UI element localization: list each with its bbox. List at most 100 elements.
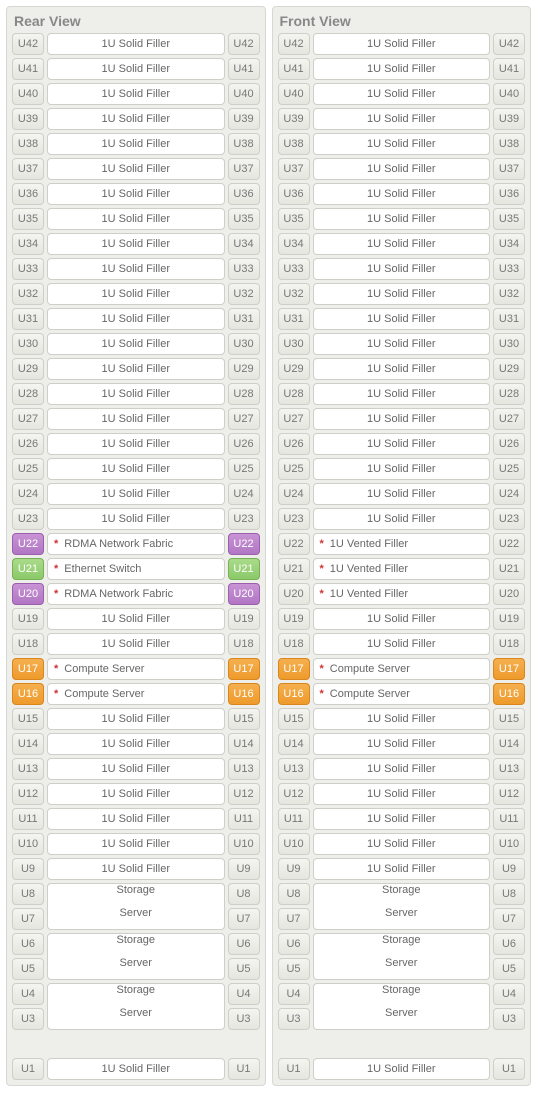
rack-slot: *RDMA Network Fabric — [47, 583, 225, 605]
u-label-right: U9 — [493, 858, 525, 880]
rack-slot: 1U Solid Filler — [47, 508, 225, 530]
slot-label: Storage — [382, 934, 421, 957]
u-label-right: U22 — [493, 533, 525, 555]
u-label-right: U35 — [228, 208, 260, 230]
u-label-right: U13 — [493, 758, 525, 780]
u-label-right: U7 — [493, 908, 525, 930]
rack-slot: 1U Solid Filler — [47, 608, 225, 630]
u-label-left: U35 — [12, 208, 44, 230]
u-label-right: U13 — [228, 758, 260, 780]
rack-slot: 1U Solid Filler — [47, 633, 225, 655]
rack-slot: 1U Solid Filler — [313, 608, 491, 630]
rack-slot: 1U Solid Filler — [47, 758, 225, 780]
rack-slot: 1U Solid Filler — [313, 433, 491, 455]
rack-slot: 1U Solid Filler — [313, 858, 491, 880]
slot-label: 1U Vented Filler — [330, 588, 483, 600]
slot-label: 1U Solid Filler — [320, 213, 484, 225]
panel-title: Rear View — [14, 13, 260, 29]
slot-label: 1U Solid Filler — [320, 763, 484, 775]
u-label-left: U37 — [12, 158, 44, 180]
u-label-left: U1 — [12, 1058, 44, 1080]
u-label-right: U24 — [228, 483, 260, 505]
slot-label: 1U Solid Filler — [320, 163, 484, 175]
rack-slot: StorageServer — [313, 933, 491, 980]
u-label-left: U23 — [12, 508, 44, 530]
u-label-right: U4 — [493, 983, 525, 1005]
u-label-right: U42 — [493, 33, 525, 55]
u-label-left: U1 — [278, 1058, 310, 1080]
rack-slot: 1U Solid Filler — [313, 108, 491, 130]
u-label-left: U39 — [12, 108, 44, 130]
u-label-right: U32 — [228, 283, 260, 305]
u-label-right: U36 — [493, 183, 525, 205]
slot-label: 1U Solid Filler — [320, 738, 484, 750]
rack-slot: 1U Solid Filler — [313, 258, 491, 280]
slot-label: Server — [385, 1007, 417, 1030]
rack-slot: 1U Solid Filler — [313, 183, 491, 205]
u-label-right: U27 — [493, 408, 525, 430]
u-label-right: U18 — [493, 633, 525, 655]
u-label-left: U9 — [278, 858, 310, 880]
slot-label: 1U Solid Filler — [320, 1063, 484, 1075]
u-label-right: U40 — [493, 83, 525, 105]
u-label-left: U15 — [278, 708, 310, 730]
rack-slot: 1U Solid Filler — [47, 108, 225, 130]
star-icon: * — [320, 663, 324, 675]
u-label-right: U30 — [228, 333, 260, 355]
u-label-right: U8 — [228, 883, 260, 905]
slot-label: 1U Solid Filler — [320, 488, 484, 500]
u-label-left: U18 — [278, 633, 310, 655]
slot-label: 1U Solid Filler — [54, 513, 218, 525]
slot-label: Server — [120, 907, 152, 930]
u-label-right: U29 — [493, 358, 525, 380]
rack-views-container: Rear View U42U421U Solid FillerU41U411U … — [6, 6, 531, 1086]
u-label-right: U12 — [228, 783, 260, 805]
u-label-left: U29 — [278, 358, 310, 380]
u-label-left: U40 — [278, 83, 310, 105]
rack-slot: 1U Solid Filler — [47, 133, 225, 155]
u-label-left: U11 — [12, 808, 44, 830]
u-label-right: U19 — [493, 608, 525, 630]
u-label-right: U26 — [228, 433, 260, 455]
u-label-left: U41 — [12, 58, 44, 80]
u-label-left: U20 — [278, 583, 310, 605]
u-label-left: U38 — [278, 133, 310, 155]
u-label-left: U25 — [12, 458, 44, 480]
u-label-right: U21 — [228, 558, 260, 580]
slot-label: Storage — [382, 984, 421, 1007]
rack-slot: 1U Solid Filler — [47, 83, 225, 105]
u-label-right: U1 — [493, 1058, 525, 1080]
u-label-left: U34 — [278, 233, 310, 255]
rack-slot: 1U Solid Filler — [313, 208, 491, 230]
slot-label: Storage — [116, 884, 155, 907]
rack-slot: 1U Solid Filler — [47, 183, 225, 205]
rack-slot: 1U Solid Filler — [47, 808, 225, 830]
rack-slot: *Compute Server — [313, 683, 491, 705]
u-label-left: U6 — [12, 933, 44, 955]
u-label-left: U9 — [12, 858, 44, 880]
star-icon: * — [54, 563, 58, 575]
u-label-left: U35 — [278, 208, 310, 230]
slot-label: 1U Solid Filler — [320, 238, 484, 250]
u-label-left: U39 — [278, 108, 310, 130]
rack-slot: 1U Solid Filler — [313, 133, 491, 155]
u-label-right: U35 — [493, 208, 525, 230]
slot-label: 1U Solid Filler — [320, 338, 484, 350]
slot-label: Compute Server — [330, 688, 483, 700]
rack-slot: 1U Solid Filler — [47, 358, 225, 380]
u-label-left: U34 — [12, 233, 44, 255]
rack-slot: 1U Solid Filler — [313, 833, 491, 855]
u-label-right: U41 — [493, 58, 525, 80]
rack-slot: 1U Solid Filler — [47, 258, 225, 280]
u-label-right: U10 — [493, 833, 525, 855]
rack-slot: 1U Solid Filler — [313, 83, 491, 105]
slot-label: 1U Solid Filler — [320, 38, 484, 50]
u-label-left: U33 — [278, 258, 310, 280]
star-icon: * — [54, 538, 58, 550]
rack-slot: 1U Solid Filler — [47, 333, 225, 355]
slot-label: 1U Solid Filler — [54, 213, 218, 225]
u-label-left: U22 — [12, 533, 44, 555]
u-label-right: U14 — [493, 733, 525, 755]
slot-label: 1U Solid Filler — [320, 838, 484, 850]
u-label-right: U37 — [493, 158, 525, 180]
